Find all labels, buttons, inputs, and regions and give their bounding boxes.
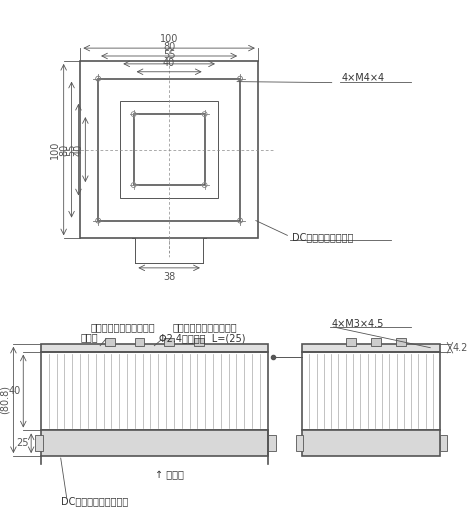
Bar [98, 79, 240, 221]
Text: (80.8): (80.8) [0, 385, 9, 414]
Bar [134, 114, 204, 185]
Bar [41, 352, 268, 430]
Text: 4×M3×4.5: 4×M3×4.5 [332, 319, 384, 329]
Bar [268, 436, 276, 451]
Text: 100: 100 [50, 140, 60, 159]
Text: DCファン固定用ネジ: DCファン固定用ネジ [292, 232, 354, 242]
Bar [164, 338, 174, 346]
Bar [396, 338, 406, 346]
Text: 80: 80 [60, 143, 70, 156]
Bar [135, 338, 145, 346]
Bar [296, 436, 303, 451]
Bar [41, 430, 268, 456]
Text: 冷却面: 冷却面 [81, 332, 98, 342]
Text: 55: 55 [66, 143, 76, 156]
Bar [302, 352, 440, 430]
Bar [302, 344, 440, 352]
Text: 40: 40 [73, 143, 83, 156]
Bar [81, 61, 258, 238]
Bar [371, 338, 381, 346]
Text: 40: 40 [163, 58, 175, 68]
Text: ペルチェケーブル（黒）: ペルチェケーブル（黒） [90, 322, 155, 332]
Bar [105, 338, 115, 346]
Text: 25: 25 [16, 438, 29, 448]
Text: DCファンケーブル位置: DCファンケーブル位置 [61, 496, 128, 507]
Text: 4×M4×4: 4×M4×4 [341, 73, 385, 83]
Text: Φ2.4温測用穴  L=(25): Φ2.4温測用穴 L=(25) [159, 333, 246, 343]
Bar [302, 430, 440, 456]
Bar [440, 436, 447, 451]
Bar [41, 344, 268, 352]
Text: ↑ 風向き: ↑ 風向き [154, 470, 184, 480]
Bar [35, 436, 43, 451]
Text: 38: 38 [163, 272, 175, 282]
Bar [120, 101, 218, 198]
Text: 40: 40 [9, 386, 21, 396]
Bar [347, 338, 357, 346]
Text: 55: 55 [163, 50, 175, 60]
Text: ペルチェケーブル（赤）: ペルチェケーブル（赤） [172, 322, 237, 332]
Text: 80: 80 [163, 42, 175, 52]
Text: 4.2: 4.2 [453, 343, 468, 353]
Bar [194, 338, 203, 346]
Text: 100: 100 [160, 34, 179, 44]
